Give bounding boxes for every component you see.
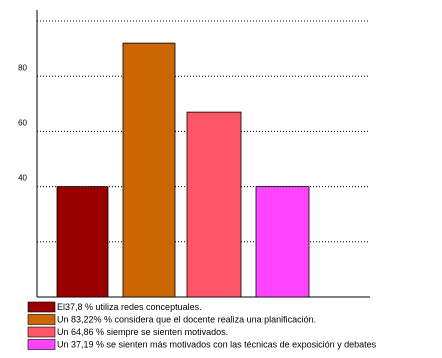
legend-label: Un 64,86 % siempre se sienten motivados. bbox=[57, 327, 228, 337]
legend-label: Un 37,19 % se sienten más motivados con … bbox=[57, 339, 377, 349]
y-tick-label: 40 bbox=[18, 174, 27, 183]
legend-label: Un 83,22% % considera que el docente rea… bbox=[57, 314, 316, 324]
y-tick-label: 60 bbox=[18, 119, 27, 128]
bar bbox=[255, 186, 310, 298]
y-tick-label: 80 bbox=[18, 63, 27, 72]
bar bbox=[122, 42, 176, 298]
legend-swatch bbox=[27, 314, 56, 325]
legend-swatch bbox=[27, 326, 56, 338]
legend-swatch bbox=[27, 339, 56, 350]
bar bbox=[56, 186, 109, 298]
legend-label: El37,8 % utiliza redes conceptuales. bbox=[57, 302, 202, 312]
legend-swatch bbox=[27, 301, 56, 313]
bar bbox=[186, 111, 242, 298]
